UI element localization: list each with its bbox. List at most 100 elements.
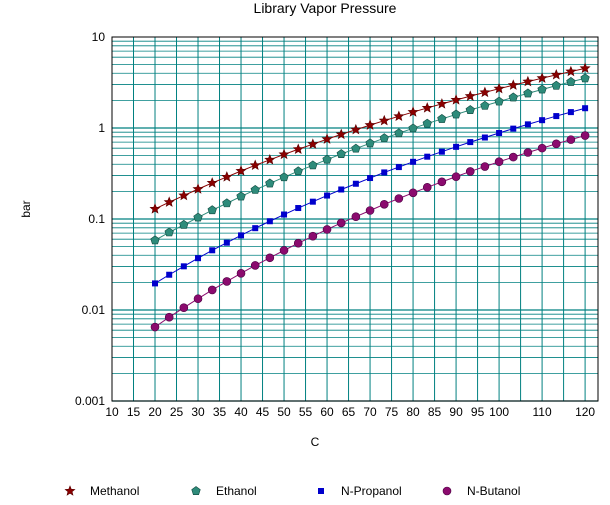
data-point-n-butanol — [394, 194, 404, 203]
x-tick-label: 50 — [277, 405, 291, 419]
data-point-n-butanol — [480, 162, 490, 171]
data-point-ethanol — [293, 166, 303, 176]
y-tick-label: 10 — [92, 30, 106, 44]
data-point-n-butanol — [308, 231, 318, 241]
data-point-n-propanol — [309, 198, 316, 205]
legend-label-methanol: Methanol — [90, 484, 139, 498]
x-tick-label: 100 — [489, 405, 509, 419]
data-point-n-propanol — [524, 121, 531, 128]
data-point-methanol — [536, 72, 548, 83]
data-point-ethanol — [408, 123, 418, 133]
data-point-n-propanol — [295, 205, 302, 212]
data-point-ethanol — [164, 227, 174, 237]
data-point-n-butanol — [537, 143, 547, 153]
data-point-n-butanol — [494, 157, 504, 167]
data-point-ethanol — [523, 88, 533, 98]
data-point-n-butanol — [222, 277, 232, 286]
data-point-ethanol — [193, 212, 203, 222]
data-point-n-butanol — [293, 238, 303, 248]
data-point-ethanol — [422, 118, 432, 128]
data-point-methanol — [278, 148, 290, 160]
x-tick-label: 95 — [471, 405, 485, 419]
data-point-methanol — [163, 196, 175, 207]
x-tick-label: 60 — [320, 405, 334, 419]
x-tick-label: 110 — [533, 405, 552, 419]
data-point-n-butanol — [207, 285, 217, 295]
legend-marker-ethanol — [191, 486, 201, 495]
data-point-ethanol — [394, 128, 404, 138]
data-point-ethanol — [480, 100, 490, 110]
legend-label-n-propanol: N-Propanol — [341, 484, 402, 498]
data-point-methanol — [378, 114, 390, 126]
data-point-ethanol — [179, 219, 189, 229]
data-point-methanol — [579, 62, 591, 74]
data-point-n-propanol — [582, 105, 589, 112]
data-point-n-propanol — [195, 255, 202, 262]
data-point-ethanol — [580, 73, 590, 83]
data-point-n-butanol — [265, 253, 275, 263]
data-point-n-propanol — [180, 263, 187, 270]
series-ethanol — [150, 73, 590, 245]
legend-item-n-butanol: N-Butanol — [442, 484, 520, 498]
legend-label-n-butanol: N-Butanol — [467, 484, 520, 498]
data-point-methanol — [321, 133, 333, 144]
data-point-n-propanol — [367, 175, 374, 182]
data-point-n-propanol — [381, 169, 388, 176]
data-point-methanol — [421, 102, 433, 113]
data-point-methanol — [393, 110, 405, 122]
data-point-n-butanol — [250, 261, 260, 270]
data-point-methanol — [178, 189, 190, 201]
data-point-methanol — [464, 90, 476, 101]
data-point-ethanol — [207, 205, 217, 215]
x-tick-label: 120 — [575, 405, 595, 419]
legend-item-methanol: Methanol — [64, 484, 139, 498]
data-point-ethanol — [336, 149, 346, 158]
data-point-n-propanol — [438, 148, 445, 155]
data-point-ethanol — [437, 114, 447, 123]
legend-item-n-propanol: N-Propanol — [318, 484, 402, 498]
data-point-methanol — [407, 106, 419, 117]
x-tick-label: 45 — [256, 405, 270, 419]
data-point-methanol — [206, 177, 218, 188]
data-point-methanol — [249, 159, 261, 171]
data-point-methanol — [450, 94, 462, 105]
data-point-ethanol — [365, 138, 375, 148]
data-point-n-propanol — [410, 158, 417, 165]
data-point-n-propanol — [281, 211, 288, 218]
y-axis-label: bar — [19, 200, 33, 217]
data-point-n-propanol — [424, 153, 431, 160]
data-point-n-butanol — [508, 152, 518, 162]
x-tick-label: 80 — [406, 405, 420, 419]
data-point-methanol — [507, 79, 519, 90]
x-tick-label: 15 — [127, 405, 141, 419]
data-point-n-propanol — [152, 280, 159, 287]
data-point-n-butanol — [451, 172, 461, 181]
data-point-ethanol — [379, 133, 389, 143]
x-tick-label: 65 — [342, 405, 356, 419]
legend-marker-methanol — [64, 485, 76, 496]
x-tick-label: 30 — [191, 405, 205, 419]
data-point-n-butanol — [379, 200, 389, 209]
data-point-n-butanol — [580, 131, 590, 140]
data-point-ethanol — [494, 96, 504, 106]
data-point-n-butanol — [365, 206, 375, 215]
chart-title: Library Vapor Pressure — [254, 0, 397, 16]
data-point-n-butanol — [179, 303, 189, 312]
data-point-methanol — [565, 65, 577, 77]
data-point-ethanol — [250, 184, 260, 194]
data-point-methanol — [264, 154, 276, 165]
data-point-ethanol — [150, 235, 160, 245]
x-tick-label: 10 — [105, 405, 119, 419]
data-point-n-butanol — [236, 269, 246, 278]
data-point-n-propanol — [453, 143, 460, 150]
legend: Methanol Ethanol N-Propanol N-Butanol — [64, 484, 520, 498]
data-point-n-propanol — [539, 117, 546, 124]
x-tick-label: 90 — [449, 405, 463, 419]
data-point-n-propanol — [238, 232, 245, 239]
data-point-n-butanol — [164, 312, 174, 322]
data-point-methanol — [350, 123, 362, 135]
data-point-n-butanol — [422, 183, 432, 192]
y-tick-label: 0.01 — [82, 303, 106, 317]
x-tick-label: 55 — [299, 405, 313, 419]
